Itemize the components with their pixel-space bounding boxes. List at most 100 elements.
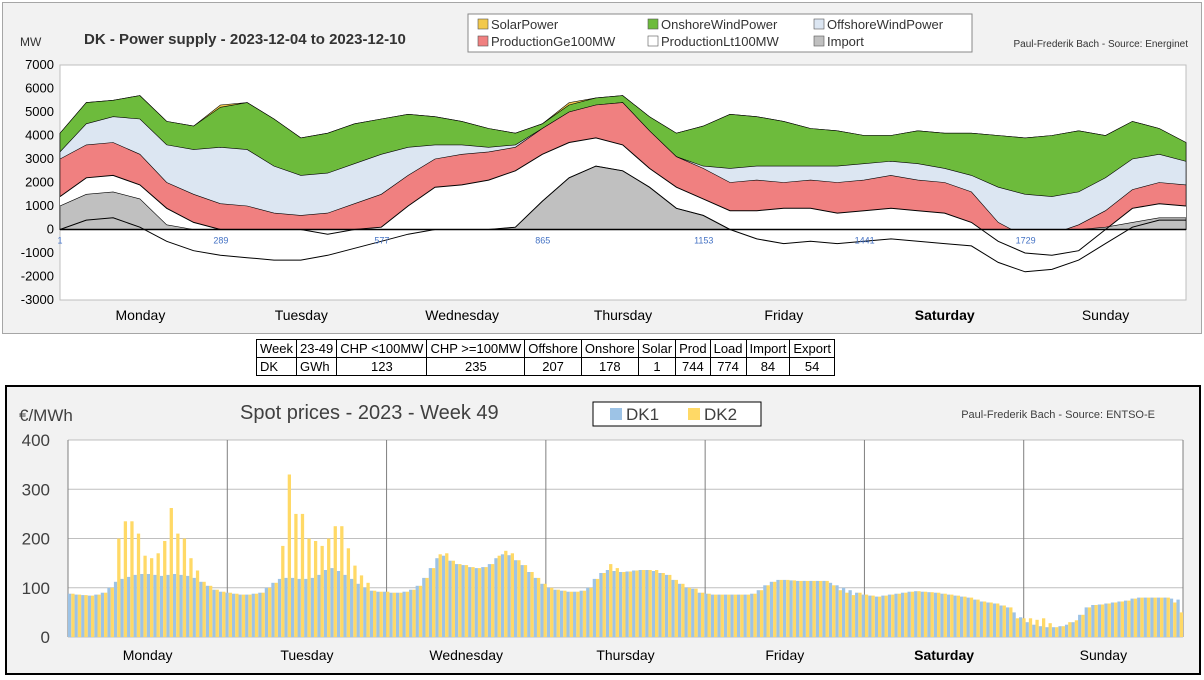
- legend: DK1 DK2: [592, 401, 762, 427]
- y-tick-label: -3000: [21, 292, 54, 307]
- day-label: Wednesday: [429, 647, 503, 663]
- bar-dk2: [648, 570, 652, 637]
- bar-dk2: [1146, 597, 1151, 637]
- bar-dk2: [149, 558, 154, 637]
- bar-dk2: [858, 592, 862, 637]
- bar-dk1: [789, 580, 793, 637]
- legend-label: DK2: [704, 405, 737, 424]
- bar-dk2: [274, 582, 278, 637]
- bar-dk2: [897, 593, 901, 637]
- bar-dk2: [432, 568, 436, 637]
- bar-dk2: [491, 564, 495, 637]
- bar-dk1: [153, 574, 157, 637]
- bar-dk2: [812, 580, 816, 637]
- bar-dk1: [1091, 605, 1095, 637]
- bar-dk2: [1153, 597, 1157, 637]
- table-row: DK GWh 123 235 207 178 1 744 774 84 54: [256, 357, 835, 376]
- bar-dk1: [100, 592, 105, 637]
- bar-dk1: [756, 590, 760, 637]
- bar-dk2: [202, 581, 206, 637]
- bar-dk1: [1045, 627, 1049, 637]
- spot-prices-chart: 0 100 200 300 400 Monday Tuesday Wednesday Thurs…: [5, 385, 1201, 675]
- bar-dk1: [1032, 624, 1036, 637]
- legend-label: OnshoreWindPower: [661, 17, 778, 32]
- bar-dk1: [468, 567, 472, 637]
- bar-dk2: [418, 585, 423, 637]
- bar-dk1: [1137, 597, 1141, 637]
- bar-dk2: [845, 592, 849, 637]
- bar-dk1: [1176, 599, 1180, 637]
- bar-dk2: [189, 558, 193, 637]
- bar-dk2: [458, 564, 462, 637]
- bar-dk2: [228, 592, 232, 637]
- bar-dk2: [969, 597, 974, 637]
- bar-dk2: [825, 580, 829, 637]
- y-tick-label: -2000: [21, 269, 54, 284]
- bar-dk1: [245, 594, 249, 637]
- source-note: Paul-Frederik Bach - Source: Energinet: [1013, 39, 1188, 50]
- legend-swatch: [647, 18, 659, 30]
- bar-dk1: [546, 587, 551, 638]
- bar-dk1: [559, 590, 564, 637]
- bar-dk2: [405, 591, 410, 637]
- bar-dk1: [730, 594, 734, 637]
- y-tick-label: 300: [22, 480, 50, 499]
- bar-dk2: [681, 583, 685, 637]
- bar-dk2: [878, 596, 882, 637]
- day-label: Monday: [123, 647, 173, 663]
- bar-dk1: [1143, 597, 1147, 637]
- bar-dk1: [861, 594, 865, 637]
- bar-dk1: [356, 583, 360, 637]
- bar-dk1: [363, 587, 367, 638]
- bar-dk2: [799, 580, 803, 637]
- bar-dk1: [1025, 622, 1029, 637]
- bar-dk2: [241, 594, 246, 637]
- bar-dk2: [176, 533, 180, 637]
- bar-dk1: [933, 592, 938, 637]
- bar-dk2: [294, 513, 298, 637]
- bar-dk1: [192, 577, 196, 637]
- bar-dk2: [71, 593, 75, 637]
- bar-dk2: [779, 579, 783, 637]
- bar-dk1: [743, 594, 747, 637]
- day-label: Saturday: [914, 647, 974, 663]
- bar-dk2: [550, 587, 554, 638]
- bar-dk2: [536, 577, 541, 637]
- bar-dk2: [346, 548, 351, 637]
- y-tick-label: 200: [22, 530, 50, 549]
- bar-dk1: [1156, 597, 1161, 637]
- bar-dk2: [169, 508, 173, 637]
- bar-dk2: [1048, 623, 1052, 637]
- bar-dk1: [940, 593, 944, 637]
- bar-dk2: [687, 587, 692, 638]
- x-tick-label: 289: [213, 236, 228, 246]
- bar-dk1: [723, 594, 728, 637]
- bar-dk1: [841, 587, 846, 638]
- bar-dk2: [1140, 597, 1144, 637]
- bar-dk2: [1068, 622, 1072, 637]
- bar-dk1: [553, 589, 557, 637]
- bar-dk2: [445, 553, 449, 637]
- bar-dk2: [668, 574, 672, 637]
- bar-dk1: [271, 582, 275, 637]
- table-cell: 178: [580, 357, 639, 376]
- bar-dk2: [327, 538, 331, 637]
- bar-dk2: [517, 560, 521, 637]
- bar-dk2: [937, 592, 941, 637]
- bar-dk1: [74, 594, 78, 637]
- bar-dk2: [910, 591, 915, 637]
- bar-dk2: [386, 591, 390, 637]
- bar-dk1: [297, 578, 301, 637]
- bar-dk2: [622, 572, 626, 637]
- bar-dk1: [573, 591, 577, 637]
- bar-dk2: [1173, 602, 1177, 637]
- bar-dk1: [979, 601, 983, 637]
- bar-dk1: [94, 594, 98, 637]
- bar-dk2: [333, 526, 337, 637]
- bar-dk1: [231, 593, 236, 637]
- bar-dk1: [802, 580, 806, 637]
- bar-dk2: [379, 591, 383, 637]
- bar-dk1: [874, 596, 879, 637]
- bar-dk2: [215, 589, 219, 637]
- bar-dk1: [277, 578, 282, 637]
